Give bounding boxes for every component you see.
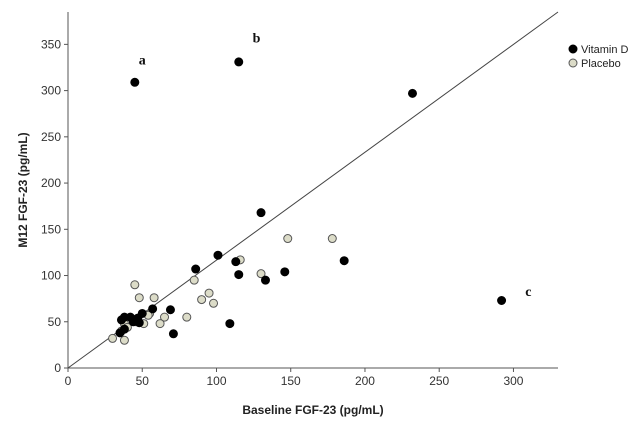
point-vitamin-d	[148, 304, 158, 314]
legend: Vitamin D Placebo	[568, 44, 629, 70]
point-annotations: a b c	[139, 32, 532, 300]
point-placebo	[119, 335, 129, 345]
point-vitamin-d	[256, 208, 266, 218]
point-vitamin-d	[191, 264, 201, 274]
point-placebo	[108, 333, 118, 343]
point-placebo	[134, 293, 144, 303]
point-vitamin-d	[407, 88, 417, 98]
point-placebo	[197, 295, 207, 305]
x-tick-label: 100	[206, 374, 226, 388]
point-vitamin-d	[130, 77, 140, 87]
x-tick-label: 200	[355, 374, 375, 388]
legend-marker-placebo	[568, 58, 578, 68]
point-placebo	[327, 234, 337, 244]
x-axis-title: Baseline FGF-23 (pg/mL)	[242, 403, 383, 417]
y-tick-label: 200	[41, 176, 61, 190]
point-placebo	[283, 234, 293, 244]
annotation-c: c	[525, 285, 531, 300]
point-placebo	[182, 312, 192, 322]
x-axis-ticks: 0 50 100 150 200 250 300	[65, 368, 524, 388]
point-placebo	[189, 275, 199, 285]
point-vitamin-d	[231, 257, 241, 267]
point-vitamin-d	[280, 267, 290, 277]
y-axis-ticks: 0 50 100 150 200 250 300 350	[41, 37, 68, 375]
y-tick-label: 350	[41, 37, 61, 51]
point-placebo	[160, 312, 170, 322]
point-vitamin-d	[165, 305, 175, 315]
annotation-a: a	[139, 54, 146, 69]
point-vitamin-d	[168, 329, 178, 339]
data-points	[108, 57, 507, 345]
legend-label-placebo: Placebo	[581, 58, 621, 70]
legend-marker-vitamin-d	[568, 44, 578, 54]
point-vitamin-d	[260, 275, 270, 285]
y-tick-label: 150	[41, 222, 61, 236]
point-vitamin-d	[234, 270, 244, 280]
x-tick-label: 50	[136, 374, 150, 388]
point-placebo	[155, 319, 165, 329]
y-axis-title: M12 FGF-23 (pg/mL)	[16, 132, 30, 247]
point-placebo	[256, 269, 266, 279]
point-placebo	[149, 293, 159, 303]
point-vitamin-d	[497, 295, 507, 305]
x-tick-label: 250	[429, 374, 449, 388]
point-vitamin-d	[234, 57, 244, 67]
x-tick-label: 150	[281, 374, 301, 388]
legend-label-vitamin-d: Vitamin D	[581, 44, 629, 56]
y-tick-label: 0	[54, 361, 61, 375]
point-vitamin-d	[225, 319, 235, 329]
x-tick-label: 300	[503, 374, 523, 388]
y-tick-label: 50	[48, 315, 62, 329]
point-vitamin-d	[116, 315, 126, 325]
point-placebo	[209, 298, 219, 308]
y-tick-label: 300	[41, 84, 61, 98]
annotation-b: b	[253, 32, 261, 47]
point-placebo	[204, 288, 214, 298]
point-vitamin-d	[115, 328, 125, 338]
point-vitamin-d	[213, 250, 223, 260]
y-tick-label: 250	[41, 130, 61, 144]
point-vitamin-d	[134, 318, 144, 328]
point-placebo	[130, 280, 140, 290]
point-vitamin-d	[339, 256, 349, 266]
x-tick-label: 0	[65, 374, 72, 388]
y-tick-label: 100	[41, 269, 61, 283]
